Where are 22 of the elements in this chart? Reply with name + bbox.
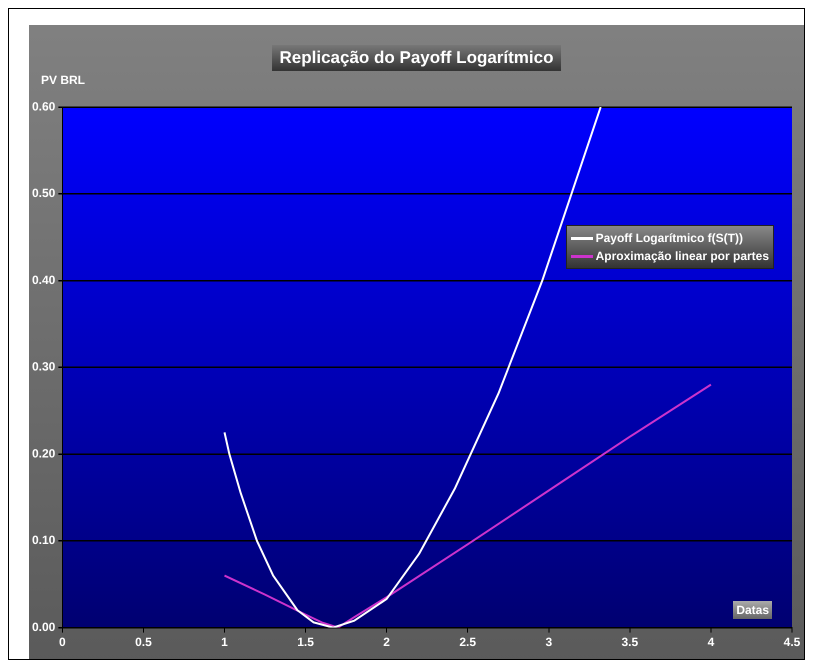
y-tick-label: 0.00	[32, 620, 56, 634]
chart-title: Replicação do Payoff Logarítmico	[272, 45, 562, 71]
x-tick-label: 1	[221, 635, 228, 650]
x-tick-label: 4.5	[784, 635, 801, 650]
x-tick-label: 2	[383, 635, 390, 650]
x-tick-label: 3	[545, 635, 552, 650]
x-tick-label: 4	[708, 635, 715, 650]
y-tick-label: 0.20	[32, 446, 56, 460]
legend-label: Payoff Logarítmico f(S(T))	[596, 230, 743, 247]
y-axis-title: PV BRL	[41, 73, 86, 87]
y-tick-label: 0.50	[32, 186, 56, 200]
y-tick-label: 0.40	[32, 272, 56, 287]
x-tick-label: 3.5	[622, 635, 639, 650]
x-tick-label: 2.5	[459, 635, 476, 650]
y-tick-label: 0.60	[32, 99, 56, 114]
x-tick-label: 0.5	[135, 635, 152, 650]
y-tick-label: 0.10	[32, 533, 56, 548]
x-axis-title: Datas	[733, 601, 772, 619]
x-tick-label: 1.5	[297, 635, 314, 650]
y-tick-label: 0.30	[32, 360, 56, 374]
legend-label: Aproximação linear por partes	[596, 248, 769, 265]
x-tick-label: 0	[59, 635, 66, 650]
